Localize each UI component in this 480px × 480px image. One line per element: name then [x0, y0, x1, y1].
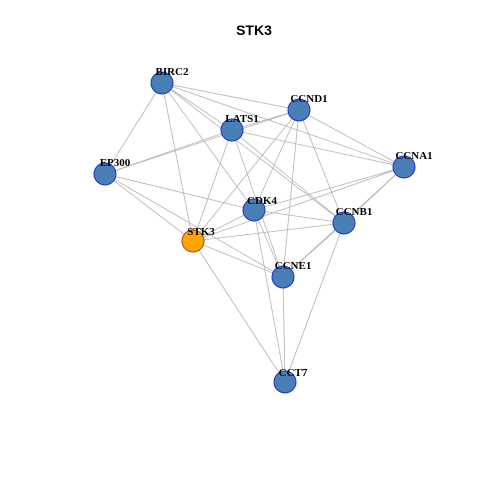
edge-lats1-ccna1 [231, 129, 405, 168]
edge-ccnd1-stk3 [192, 109, 300, 242]
edge-stk3-cct7 [192, 240, 286, 383]
node-ccna1: CCNA1 [392, 150, 433, 179]
node-ccnb1: CCNB1 [332, 206, 373, 235]
node-label: CCT7 [279, 367, 308, 379]
node-label: CCNB1 [336, 206, 373, 218]
node-ep300: EP300 [93, 157, 131, 186]
edge-ccnd1-ccnb1 [298, 109, 345, 224]
edge-ccne1-cct7 [282, 276, 286, 383]
edge-ccna1-stk3 [192, 166, 405, 242]
edge-lats1-ccnb1 [231, 129, 345, 224]
edge-cdk4-ccnb1 [253, 209, 345, 224]
node-label: CCND1 [290, 93, 327, 105]
node-circle [271, 265, 295, 289]
edge-ccnb1-stk3 [192, 222, 345, 242]
node-circle [287, 98, 311, 122]
node-label: CCNE1 [275, 260, 312, 272]
edge-lats1-stk3 [192, 129, 233, 242]
diagram-title: STK3 [236, 22, 272, 38]
node-ccnd1: CCND1 [287, 93, 328, 122]
node-birc2: BIRC2 [150, 66, 189, 95]
node-cct7: CCT7 [273, 367, 308, 394]
node-circle [150, 71, 174, 95]
edge-ccnd1-ccna1 [298, 109, 405, 168]
node-circle [332, 211, 356, 235]
node-ccne1: CCNE1 [271, 260, 312, 289]
edge-birc2-lats1 [161, 82, 233, 131]
edge-ccnd1-ccne1 [282, 109, 300, 278]
node-label: CDK4 [247, 195, 277, 207]
node-label: STK3 [187, 226, 215, 238]
node-circle [181, 229, 205, 253]
edge-cdk4-cct7 [253, 209, 286, 383]
node-circle [273, 370, 297, 394]
edge-ep300-ccne1 [104, 173, 284, 278]
edge-ccna1-cdk4 [253, 166, 405, 211]
node-circle [93, 162, 117, 186]
edge-ccnd1-cdk4 [253, 109, 300, 211]
nodes-group: BIRC2 CCND1 LATS1 EP300 CCNA1 CDK4 CCNB1 STK3 CC… [93, 66, 433, 394]
edge-ccnd1-ep300 [104, 109, 300, 175]
node-circle [392, 155, 416, 179]
edge-ep300-cdk4 [104, 173, 255, 211]
edge-ccnb1-cct7 [284, 222, 345, 383]
edge-ccnb1-ccne1 [282, 222, 345, 278]
edges-group [104, 82, 405, 383]
node-lats1: LATS1 [220, 113, 259, 142]
node-cdk4: CDK4 [242, 195, 277, 222]
edge-birc2-ccna1 [161, 82, 405, 168]
edge-ep300-stk3 [104, 173, 194, 242]
edge-cdk4-ccne1 [253, 209, 284, 278]
node-circle [220, 118, 244, 142]
edge-birc2-stk3 [161, 82, 194, 242]
edge-birc2-cdk4 [161, 82, 255, 211]
edge-stk3-ccne1 [192, 240, 284, 278]
node-label: LATS1 [225, 113, 258, 125]
node-stk3: STK3 [181, 226, 215, 253]
edge-lats1-ep300 [104, 129, 233, 175]
edge-birc2-ccnb1 [161, 82, 345, 224]
node-label: EP300 [100, 157, 131, 169]
node-label: CCNA1 [395, 150, 432, 162]
edge-birc2-ccnd1 [161, 82, 300, 111]
node-label: BIRC2 [155, 66, 189, 78]
node-circle [242, 198, 266, 222]
edge-birc2-ep300 [104, 82, 163, 175]
